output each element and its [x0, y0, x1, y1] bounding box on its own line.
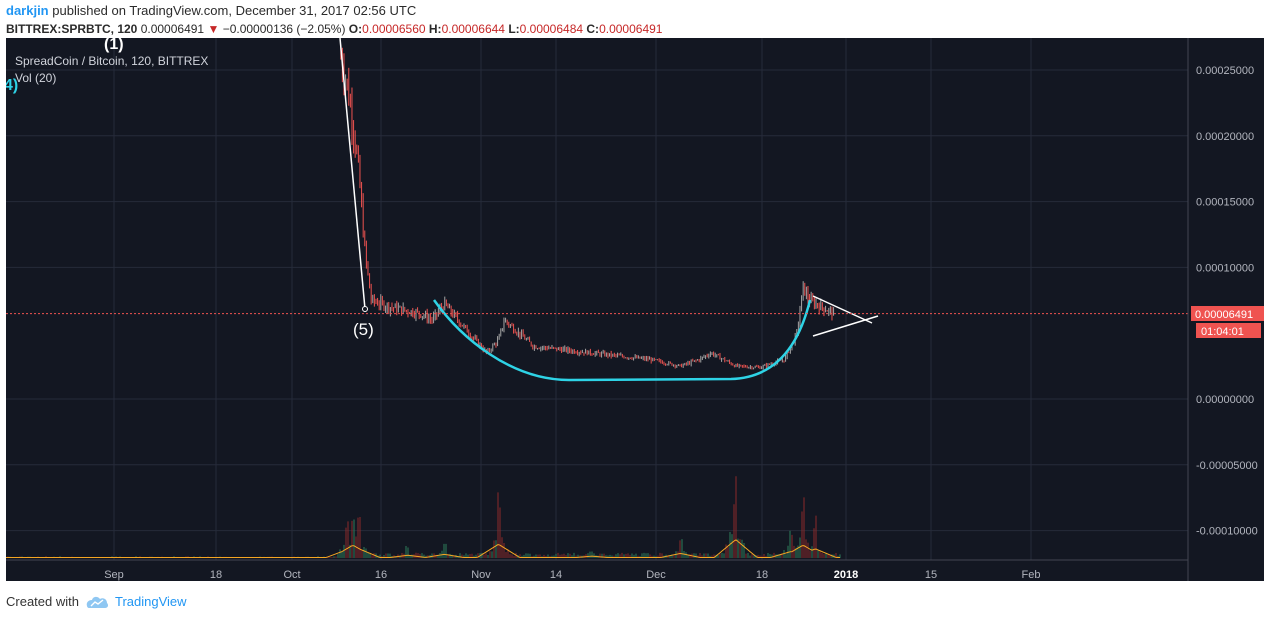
close-label: C: — [586, 22, 600, 36]
price-chart[interactable]: 0.00025000 0.00020000 0.00015000 0.00010000… — [4, 36, 1264, 581]
symbol-label: BITTREX:SPRBTC, 120 — [6, 22, 138, 36]
price-tick-label: 0.00020000 — [1196, 131, 1254, 143]
wave-5-point — [362, 306, 368, 312]
cup-pattern-line — [432, 299, 812, 382]
time-axis[interactable]: Sep 18 Oct 16 Nov 14 Dec 18 2018 15 Feb — [104, 569, 1040, 581]
low-value: 0.00006484 — [519, 22, 584, 36]
price-tick-label: -0.00010000 — [1196, 526, 1258, 538]
price-tick-label: -0.00005000 — [1196, 460, 1258, 472]
time-badge-text: 01:04:01 — [1201, 326, 1244, 338]
time-tick-label: Sep — [104, 569, 124, 581]
legend-title: SpreadCoin / Bitcoin, 120, BITTREX — [15, 54, 208, 68]
chart-area[interactable]: 0.00025000 0.00020000 0.00015000 0.00010000… — [4, 36, 1264, 581]
price-change: −0.00000136 (−2.05%) — [222, 22, 346, 36]
publish-info: darkjin published on TradingView.com, De… — [6, 3, 416, 18]
tradingview-cloud-icon — [86, 596, 109, 608]
price-badge-text: 0.00006491 — [1195, 309, 1253, 321]
time-tick-label: 18 — [756, 569, 768, 581]
impulse-trendline — [339, 37, 366, 310]
close-value: 0.00006491 — [599, 22, 663, 36]
triangle-upper-line — [812, 295, 873, 324]
author-link[interactable]: darkjin — [6, 3, 49, 18]
price-tick-label: 0.00010000 — [1196, 262, 1254, 274]
open-label: O: — [348, 22, 363, 36]
price-axis[interactable]: 0.00025000 0.00020000 0.00015000 0.00010000… — [1196, 65, 1258, 538]
wave-5-label: (5) — [353, 320, 374, 339]
change-down-icon: ▼ — [207, 22, 220, 36]
time-tick-label: 16 — [375, 569, 387, 581]
time-tick-label: Nov — [471, 569, 491, 581]
wave-1-label: (1) — [104, 38, 124, 53]
time-tick-label: 15 — [925, 569, 937, 581]
created-with-label: Created with — [6, 594, 79, 609]
wave-4-label: 4) — [6, 77, 18, 94]
tradingview-link[interactable]: TradingView — [114, 594, 187, 609]
legend-volume: Vol (20) — [15, 71, 56, 85]
time-tick-label: Feb — [1022, 569, 1041, 581]
time-badge — [1196, 323, 1261, 338]
candles-layer — [340, 44, 835, 370]
triangle-lower-line — [812, 315, 879, 337]
price-tick-label: 0.00000000 — [1196, 394, 1254, 406]
price-tick-label: 0.00015000 — [1196, 197, 1254, 209]
ohlc-bar: BITTREX:SPRBTC, 120 0.00006491 ▼ −0.0000… — [6, 22, 662, 36]
chart-background — [6, 38, 1264, 581]
time-tick-label: Oct — [283, 569, 300, 581]
high-value: 0.00006644 — [441, 22, 505, 36]
volume-ma-line — [6, 539, 840, 559]
time-tick-label: 18 — [210, 569, 222, 581]
time-tick-label: Dec — [646, 569, 666, 581]
high-label: H: — [428, 22, 442, 36]
price-tick-label: 0.00025000 — [1196, 65, 1254, 77]
low-label: L: — [508, 22, 520, 36]
time-tick-label: 14 — [550, 569, 562, 581]
footer: Created with TradingView — [6, 594, 187, 609]
time-tick-label: 2018 — [834, 569, 858, 581]
published-text: published on TradingView.com, December 3… — [52, 3, 417, 18]
last-price: 0.00006491 — [140, 22, 205, 36]
price-badge — [1191, 306, 1264, 321]
grid-lines — [6, 38, 1188, 560]
open-value: 0.00006560 — [362, 22, 426, 36]
